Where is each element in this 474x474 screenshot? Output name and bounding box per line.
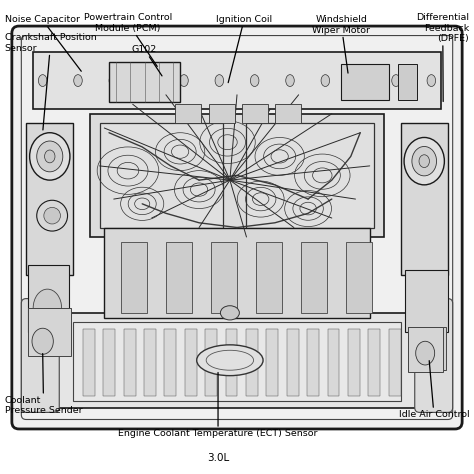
Bar <box>307 329 319 396</box>
Bar <box>389 329 401 396</box>
Ellipse shape <box>392 75 400 87</box>
Text: 3.0L: 3.0L <box>207 453 229 463</box>
Ellipse shape <box>412 146 437 176</box>
Ellipse shape <box>38 75 47 87</box>
Bar <box>328 329 339 396</box>
Bar <box>175 104 201 123</box>
Ellipse shape <box>427 75 436 87</box>
Bar <box>26 123 73 275</box>
Bar <box>341 64 389 100</box>
Ellipse shape <box>404 137 444 185</box>
Bar <box>28 265 69 332</box>
Text: Powertrain Control
Module (PCM): Powertrain Control Module (PCM) <box>84 13 172 66</box>
Ellipse shape <box>29 133 70 180</box>
Ellipse shape <box>74 75 82 87</box>
Text: Ignition Coil: Ignition Coil <box>216 15 272 82</box>
Bar <box>408 327 446 370</box>
Bar <box>109 62 180 102</box>
Bar <box>301 242 327 313</box>
Ellipse shape <box>356 75 365 87</box>
Text: Differential
Feedback
(DPFE): Differential Feedback (DPFE) <box>416 13 469 101</box>
Ellipse shape <box>180 75 188 87</box>
Bar <box>121 242 147 313</box>
Ellipse shape <box>32 328 53 355</box>
Ellipse shape <box>33 289 62 327</box>
Ellipse shape <box>36 141 63 172</box>
Bar <box>246 123 374 228</box>
Bar <box>28 308 71 356</box>
Bar <box>205 329 217 396</box>
Ellipse shape <box>215 75 224 87</box>
FancyBboxPatch shape <box>12 26 462 429</box>
Bar <box>266 329 278 396</box>
Bar <box>405 270 448 332</box>
Ellipse shape <box>44 207 61 224</box>
Bar <box>33 52 441 109</box>
Ellipse shape <box>321 75 329 87</box>
Bar <box>90 114 384 237</box>
Text: Coolant
Pressure Sender: Coolant Pressure Sender <box>5 354 82 415</box>
Text: Idle Air Control: Idle Air Control <box>399 361 469 419</box>
Bar <box>287 329 299 396</box>
Bar <box>100 123 223 228</box>
Bar <box>83 329 95 396</box>
Bar <box>398 64 417 100</box>
Ellipse shape <box>36 200 67 231</box>
Bar <box>275 104 301 123</box>
Bar <box>209 104 235 123</box>
Bar <box>166 242 192 313</box>
FancyBboxPatch shape <box>415 299 453 412</box>
Bar <box>47 313 427 408</box>
Bar <box>185 329 197 396</box>
Bar <box>401 123 448 275</box>
Bar <box>144 329 156 396</box>
Ellipse shape <box>197 345 263 375</box>
Bar <box>73 322 401 401</box>
Ellipse shape <box>419 155 429 168</box>
Bar <box>368 329 380 396</box>
Text: Crankshaft Position
Sensor: Crankshaft Position Sensor <box>5 33 97 130</box>
Bar <box>346 242 372 313</box>
Text: G102: G102 <box>132 45 162 76</box>
Bar <box>164 329 176 396</box>
Bar <box>256 242 282 313</box>
Ellipse shape <box>250 75 259 87</box>
Text: Noise Capacitor: Noise Capacitor <box>5 15 81 71</box>
Ellipse shape <box>286 75 294 87</box>
Text: Engine Coolant Temperature (ECT) Sensor: Engine Coolant Temperature (ECT) Sensor <box>118 373 318 438</box>
Bar <box>211 242 237 313</box>
Bar <box>124 329 136 396</box>
Bar <box>103 329 115 396</box>
Bar <box>408 327 443 372</box>
Bar <box>226 329 237 396</box>
Ellipse shape <box>416 341 435 365</box>
FancyBboxPatch shape <box>21 299 59 412</box>
Text: Windshield
Wiper Motor: Windshield Wiper Motor <box>312 15 370 73</box>
Ellipse shape <box>220 306 239 320</box>
Bar <box>348 329 360 396</box>
Ellipse shape <box>109 75 118 87</box>
Bar <box>242 104 268 123</box>
Bar <box>246 329 258 396</box>
Ellipse shape <box>145 75 153 87</box>
Bar <box>104 228 370 318</box>
Ellipse shape <box>45 150 55 163</box>
